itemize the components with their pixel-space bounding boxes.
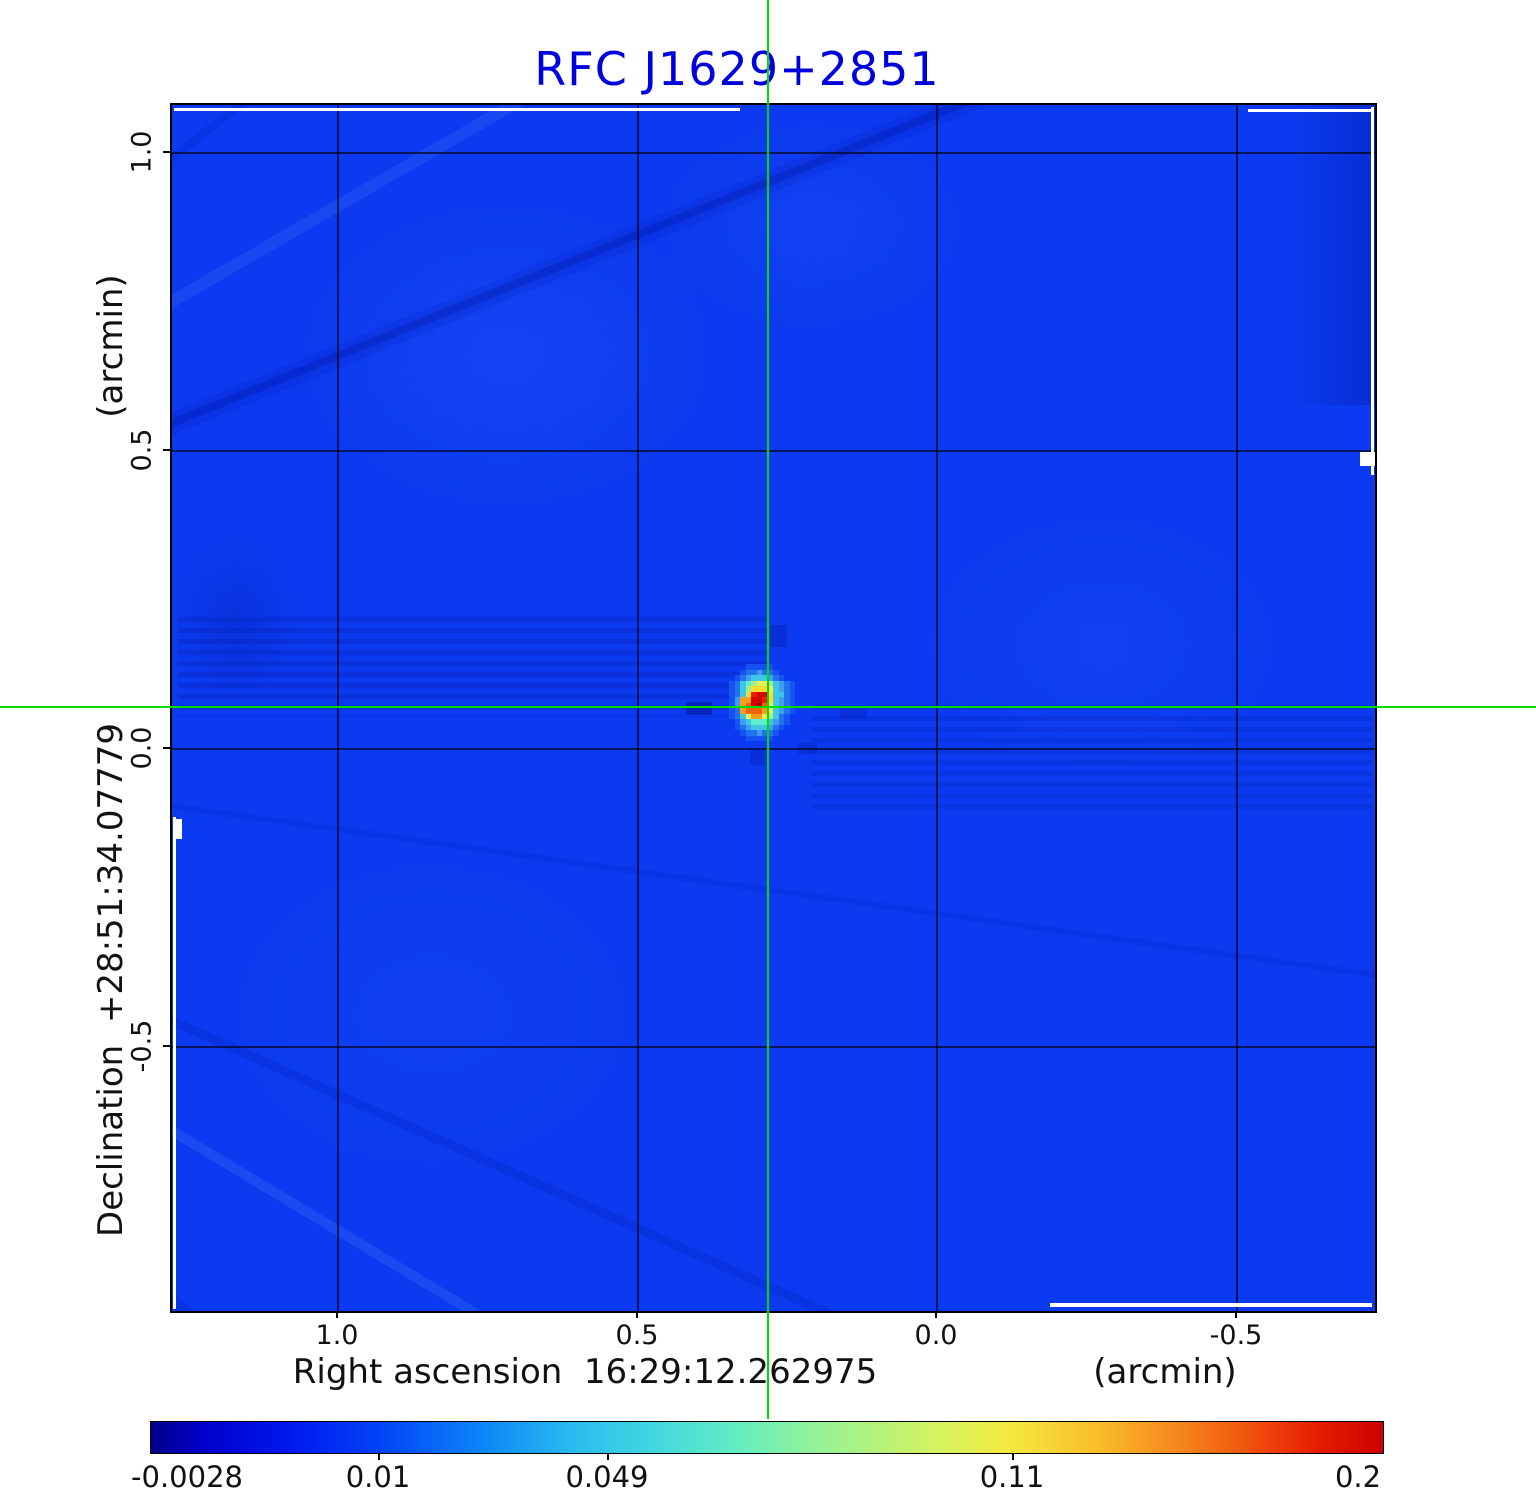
edge-artifacts	[172, 105, 1375, 1311]
y-tick-1.0: 1.0	[126, 130, 158, 174]
x-axis-unit: (arcmin)	[1093, 1352, 1237, 1392]
sky-map-plot	[170, 103, 1377, 1313]
x-tick-1.0: 1.0	[315, 1320, 359, 1351]
colorbar-label-min: -0.0028	[131, 1460, 243, 1494]
y-axis-label: Declination +28:51:34.07779	[91, 723, 131, 1237]
colorbar-label-0.049: 0.049	[565, 1460, 649, 1494]
colorbar-label-0.01: 0.01	[345, 1460, 411, 1494]
colorbar-label-max: 0.2	[1334, 1460, 1382, 1494]
crosshair-horizontal-line	[0, 706, 1536, 708]
mottle-layer	[172, 105, 1375, 1311]
figure-title: RFC J1629+2851	[534, 42, 940, 96]
source-peak	[729, 664, 796, 742]
y-tick-0.0: 0.0	[126, 726, 158, 770]
coordinate-grid	[172, 105, 1375, 1311]
banding-layer	[172, 105, 1375, 1311]
colorbar-gradient	[150, 1421, 1384, 1454]
x-axis-label: Right ascension 16:29:12.262975	[292, 1352, 878, 1392]
colorbar-label-0.11: 0.11	[979, 1460, 1045, 1494]
y-tick--0.5: -0.5	[126, 1019, 158, 1073]
y-axis-unit: (arcmin)	[91, 274, 131, 418]
crosshair-vertical-line	[767, 0, 769, 1419]
y-tick-0.5: 0.5	[126, 428, 158, 472]
x-tick-0.5: 0.5	[615, 1320, 659, 1351]
x-tick-0.0: 0.0	[914, 1320, 958, 1351]
x-tick--0.5: -0.5	[1209, 1320, 1263, 1351]
